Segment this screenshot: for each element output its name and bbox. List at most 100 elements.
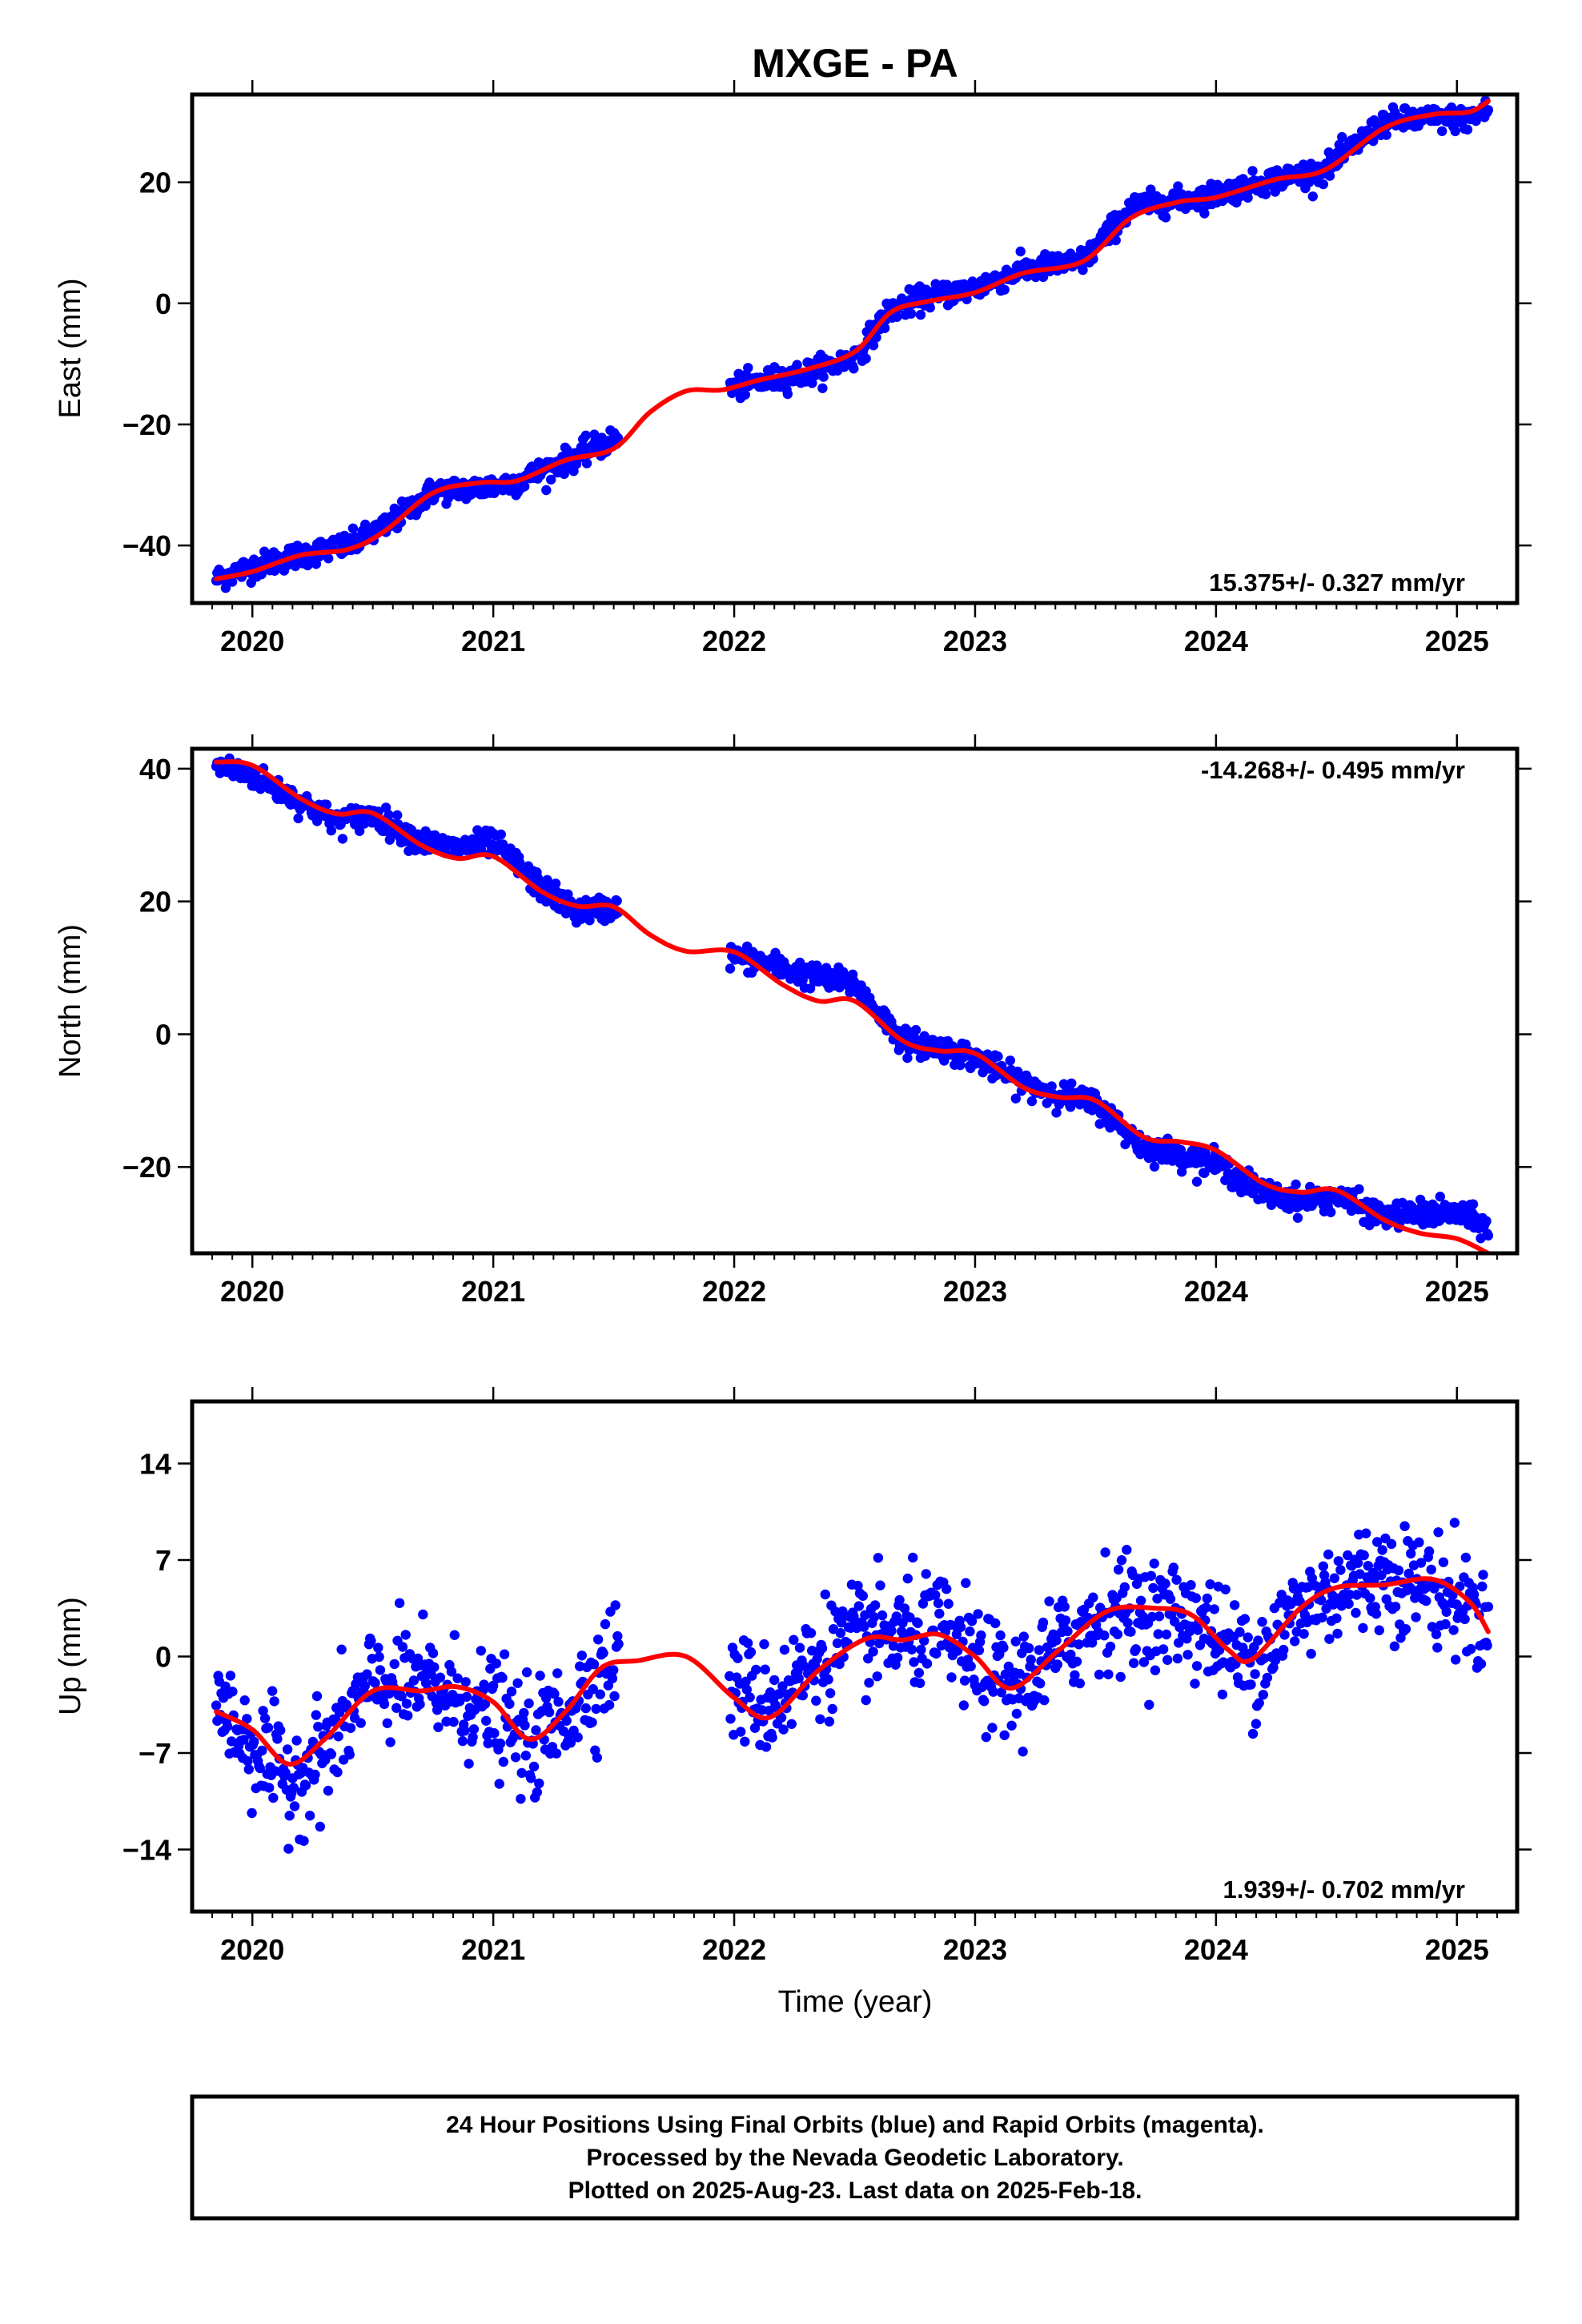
up-data-point [299,1835,309,1846]
up-data-point [284,1811,295,1821]
up-data-point [1468,1589,1480,1600]
up-data-point [609,1691,620,1702]
east-data-point [347,523,359,533]
up-y-tick-label: −7 [139,1737,171,1770]
up-data-point [307,1736,319,1747]
up-data-point [930,1590,941,1600]
east-data-point [1318,179,1329,190]
up-data-point [452,1673,463,1683]
up-data-point [942,1584,952,1594]
up-data-point [1100,1547,1110,1558]
up-data-point [805,1628,817,1638]
up-data-point [1352,1558,1363,1568]
up-x-tick-label: 2020 [220,1933,284,1966]
east-data-point [1483,105,1494,115]
up-data-point [1172,1653,1183,1664]
up-data-point [869,1600,881,1610]
up-data-point [289,1801,300,1811]
east-model-curve [214,99,1491,581]
up-x-tick-label: 2025 [1425,1933,1489,1966]
north-data-point [1326,1207,1336,1217]
up-data-point [751,1664,761,1675]
north-data-point [384,834,395,845]
north-data-point [1013,1066,1023,1077]
up-data-point [282,1744,293,1755]
up-data-point [481,1715,492,1726]
up-data-point [886,1626,897,1636]
east-data-point [925,302,935,313]
up-data-point [313,1722,323,1732]
north-data-point [1435,1192,1446,1202]
up-data-point [1209,1604,1219,1614]
up-data-point [607,1673,618,1684]
east-ylabel: East (mm) [54,278,87,418]
east-x-tick-label: 2022 [702,625,766,657]
up-data-point [976,1630,986,1641]
up-data-point [1148,1582,1158,1594]
up-data-point [990,1618,1001,1629]
up-data-point [965,1626,975,1637]
east-data-point [905,308,917,319]
north-data-point [993,1051,1003,1062]
north-data-point [1397,1197,1407,1208]
up-data-point [1026,1655,1036,1665]
up-data-point [946,1672,957,1683]
up-data-point [476,1646,486,1656]
east-data-point [1450,126,1460,137]
up-data-point [823,1675,833,1685]
north-model-curve [214,759,1491,1253]
up-data-point [1039,1695,1050,1706]
up-data-point [257,1745,267,1756]
up-data-point [797,1690,808,1701]
up-plot-frame [190,1399,1520,1914]
north-data-point [1046,1081,1057,1092]
up-data-point [1126,1626,1136,1637]
north-data-point [383,810,394,820]
up-data-point [974,1645,985,1655]
up-data-point [264,1783,275,1793]
up-data-point [1451,1655,1461,1665]
up-data-point [247,1807,257,1819]
east-data-point [1238,174,1248,184]
up-data-point [1258,1690,1269,1700]
up-data-point [1477,1581,1488,1592]
east-data-point [1400,103,1411,114]
up-data-point [1153,1629,1163,1639]
up-data-point [1158,1644,1169,1655]
up-data-point [457,1735,468,1747]
up-data-point [1094,1669,1105,1680]
up-data-point [1371,1609,1382,1619]
up-data-point [1329,1573,1340,1583]
up-data-point [1217,1689,1228,1700]
north-data-point [326,825,336,836]
north-data-point [1354,1184,1364,1195]
up-data-point [765,1687,776,1698]
up-data-point [1335,1565,1346,1575]
east-y-tick-label: 0 [155,287,171,320]
up-data-point [1389,1641,1400,1651]
north-model-line [214,759,1491,1253]
east-data-point [817,383,828,393]
up-data-point [333,1731,343,1742]
up-data-point [863,1653,873,1664]
north-data-point [1149,1161,1160,1172]
east-y-tick-label: −20 [122,408,171,441]
east-data-point [541,485,552,496]
up-data-point [587,1717,597,1727]
up-data-point [1003,1661,1014,1672]
up-data-point [275,1725,286,1735]
footer-box: 24 Hour Positions Using Final Orbits (bl… [190,2094,1520,2221]
up-data-point [1279,1630,1290,1640]
up-data-point [418,1609,428,1620]
up-data-point [375,1665,386,1675]
up-data-point [1220,1584,1231,1594]
up-data-point [1476,1659,1487,1669]
up-data-point [516,1794,526,1804]
up-data-point [952,1646,963,1656]
up-data-point [892,1652,903,1663]
up-data-point [1161,1629,1172,1640]
up-data-point [396,1691,407,1702]
east-data-point [1437,126,1447,136]
east-data-point [1337,131,1347,143]
up-data-point [464,1759,474,1769]
